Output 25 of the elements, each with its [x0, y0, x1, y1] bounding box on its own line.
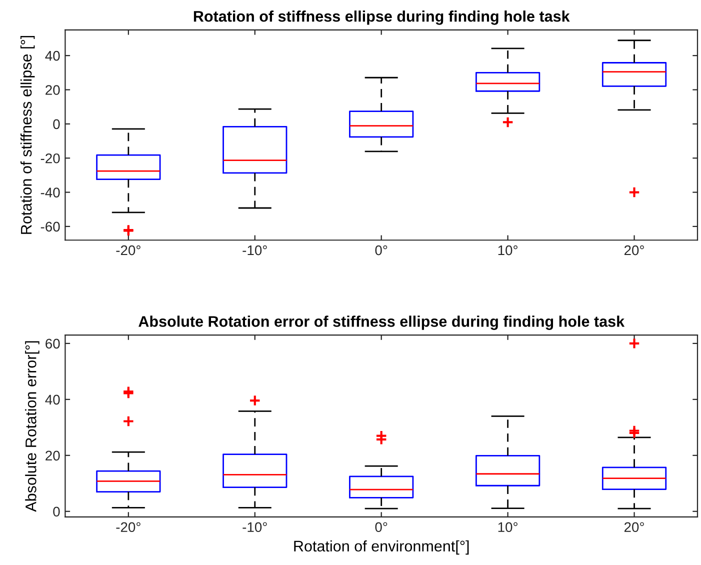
y-axis-title: Rotation of stiffness ellipse [°] [20, 36, 35, 234]
y-tick-label: -60 [40, 222, 60, 232]
y-tick-label: 0 [53, 506, 60, 517]
x-tick-label: -20° [116, 522, 140, 532]
y-tick-label: 40 [45, 394, 60, 405]
x-tick-label: 20° [624, 522, 644, 532]
x-tick-label: 10° [498, 522, 518, 532]
chart-title: Rotation of stiffness ellipse during finding hole task [194, 10, 570, 25]
y-axis-title: Absolute Rotation error[°] [25, 341, 40, 512]
x-tick-label: -10° [242, 245, 267, 256]
y-tick-label: 40 [45, 50, 60, 61]
chart-title: Absolute Rotation error of stiffness ellipse during finding hole task [138, 316, 625, 330]
y-tick-label: 60 [46, 338, 60, 349]
x-tick-label: -10° [242, 522, 267, 532]
x-tick-label: 20° [624, 245, 644, 256]
y-tick-label: 0 [53, 119, 60, 130]
x-axis-title: Rotation of environment[°] [294, 540, 469, 555]
y-tick-label: 20 [46, 85, 60, 95]
x-tick-label: 10° [498, 245, 518, 256]
y-tick-label: -20 [40, 153, 60, 164]
y-tick-label: -40 [40, 188, 60, 198]
x-tick-label: -20° [116, 245, 140, 256]
y-tick-label: 20 [46, 450, 60, 461]
x-tick-label: 0° [375, 245, 388, 256]
x-tick-label: 0° [375, 522, 388, 532]
